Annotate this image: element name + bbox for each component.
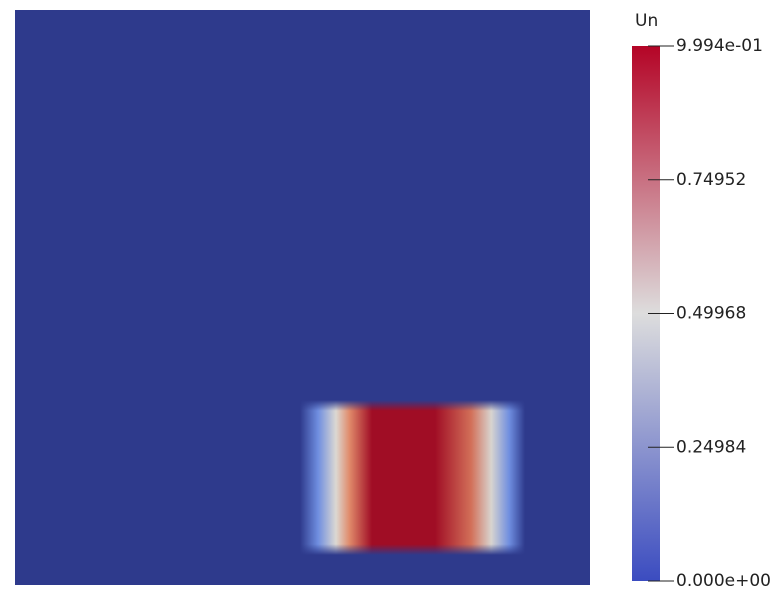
colorbar-title: Un — [635, 11, 658, 31]
colorbar-tick-label: 0.24984 — [676, 437, 746, 457]
colorbar-tick-label: 0.000e+00 — [676, 571, 771, 591]
colorbar-tick-label: 9.994e-01 — [676, 36, 763, 56]
colorbar-tick-label: 0.74952 — [676, 170, 746, 190]
colorbar-tick-label: 0.49968 — [676, 304, 746, 324]
field-blob-fade — [300, 400, 525, 555]
